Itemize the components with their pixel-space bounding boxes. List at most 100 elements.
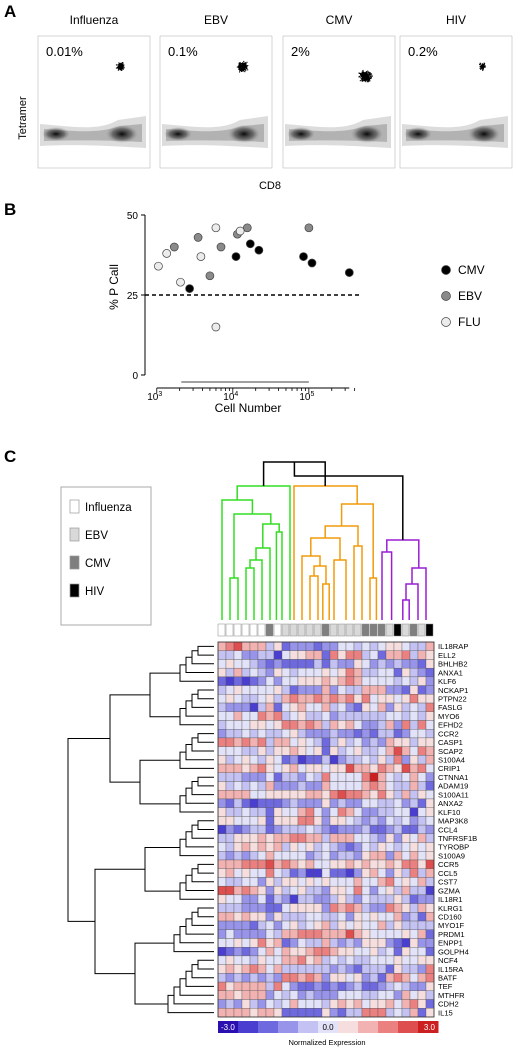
tetramer-event	[362, 74, 364, 76]
heatmap-cell	[265, 816, 275, 826]
heatmap-cell	[217, 964, 227, 974]
tetramer-event	[239, 63, 241, 65]
gene-label: CTNNA1	[438, 773, 468, 782]
heatmap-cell	[217, 877, 227, 887]
heatmap-cell	[385, 920, 395, 930]
heatmap-cell	[241, 947, 251, 957]
heatmap-cell	[377, 650, 387, 660]
tetramer-event	[118, 67, 120, 69]
heatmap-cell	[273, 885, 283, 896]
heatmap-cell	[353, 859, 363, 869]
tetramer-event	[236, 66, 238, 68]
tetramer-event	[371, 75, 373, 77]
heatmap-cell	[417, 859, 427, 869]
heatmap-cell	[265, 763, 275, 773]
tetramer-event	[479, 67, 481, 69]
tetramer-event	[368, 77, 370, 79]
tetramer-event	[358, 75, 360, 77]
tetramer-event	[118, 65, 120, 67]
heatmap-cell	[313, 964, 323, 974]
heatmap-cell	[233, 816, 243, 826]
tetramer-event	[121, 66, 123, 68]
tetramer-event	[238, 65, 240, 67]
heatmap-cell	[425, 868, 435, 878]
heatmap-cell	[369, 868, 379, 878]
heatmap-cell	[409, 746, 419, 756]
heatmap-cell	[305, 746, 315, 756]
heatmap-cell	[409, 877, 419, 887]
heatmap-cell	[401, 824, 411, 835]
gene-label: IL18RAP	[438, 642, 468, 651]
density-blob-positive	[468, 125, 500, 143]
heatmap-cell	[409, 650, 419, 660]
heatmap-cell	[329, 859, 339, 869]
heatmap-cell	[265, 833, 275, 843]
heatmap-cell	[321, 833, 331, 843]
heatmap-cell	[329, 981, 339, 991]
heatmap-cell	[265, 929, 275, 939]
heatmap-cell	[425, 641, 435, 651]
heatmap-cell	[281, 955, 291, 965]
heatmap-cell	[361, 955, 371, 965]
heatmap-cell	[225, 859, 235, 869]
heatmap-cell	[313, 877, 323, 887]
tetramer-event	[363, 74, 365, 76]
heatmap-cell	[321, 798, 331, 808]
heatmap-cell	[305, 798, 315, 808]
heatmap-cell	[297, 859, 307, 869]
gene-label: MYO6	[438, 712, 460, 721]
heatmap-cell	[401, 772, 411, 782]
gene-label: MYO1F	[438, 921, 465, 930]
heatmap-cell	[425, 711, 435, 721]
heatmap-cell	[217, 711, 227, 721]
heatmap-cell	[417, 877, 427, 887]
flow-percent: 0.2%	[408, 44, 438, 59]
heatmap-cell	[241, 981, 251, 991]
heatmap-cell	[257, 790, 267, 800]
heatmap-cell	[233, 842, 243, 852]
gene-label: CCR5	[438, 860, 459, 869]
heatmap-cell	[305, 685, 315, 695]
heatmap-cell	[369, 772, 379, 782]
heatmap-cell	[265, 685, 275, 695]
heatmap-cell	[353, 920, 363, 930]
heatmap-cell	[361, 755, 371, 765]
heatmap-cell	[345, 894, 355, 904]
heatmap-cell	[249, 720, 259, 730]
heatmap-cell	[409, 755, 419, 765]
heatmap-cell	[241, 685, 251, 695]
heatmap-cell	[377, 667, 387, 678]
heatmap-cell	[385, 694, 395, 704]
tetramer-event	[361, 79, 363, 81]
heatmap-cell	[345, 694, 355, 704]
heatmap-cell	[297, 790, 307, 800]
heatmap-cell	[273, 720, 283, 730]
heatmap-cell	[425, 763, 435, 773]
heatmap-cell	[361, 763, 371, 773]
heatmap-cell	[321, 851, 331, 861]
heatmap-cell	[337, 842, 347, 852]
heatmap-cell	[409, 816, 419, 826]
heatmap-cell	[217, 955, 227, 965]
tetramer-event	[364, 77, 366, 79]
heatmap-cell	[281, 964, 291, 974]
heatmap-cell	[409, 885, 419, 896]
heatmap-cell	[417, 912, 427, 922]
heatmap-cell	[369, 885, 379, 896]
tetramer-event	[367, 70, 369, 72]
heatmap-cell	[353, 955, 363, 965]
heatmap-cell	[345, 842, 355, 852]
heatmap-cell	[225, 938, 235, 948]
heatmap-cell	[233, 877, 243, 887]
heatmap-cell	[241, 763, 251, 773]
dendrogram-branch	[402, 599, 410, 620]
heatmap-cell	[377, 1008, 387, 1018]
gene-label: MTHFR	[438, 991, 465, 1000]
tetramer-event	[116, 64, 118, 66]
heatmap-cell	[289, 816, 299, 826]
tetramer-event	[241, 63, 243, 65]
tetramer-event	[241, 64, 243, 66]
heatmap-cell	[337, 868, 347, 878]
heatmap-cell	[217, 816, 227, 826]
